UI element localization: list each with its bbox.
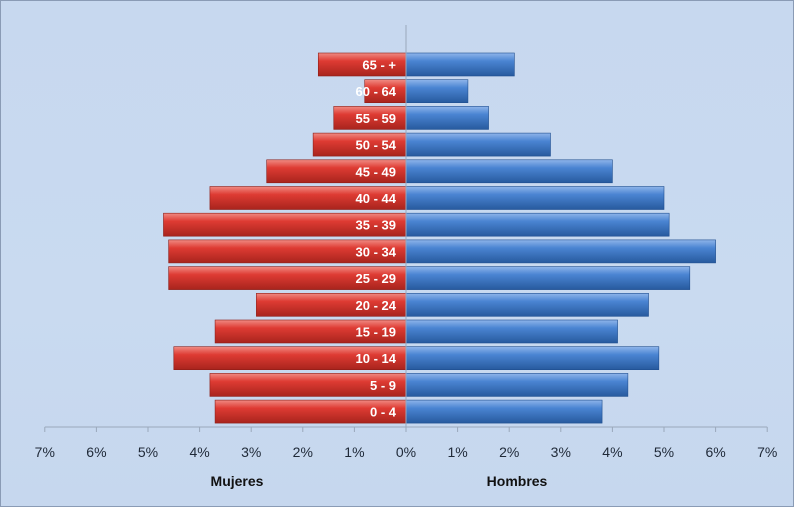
category-label: 20 - 24 [356,298,397,313]
bar-hombres-9 [405,292,649,317]
category-label: 0 - 4 [370,405,397,420]
category-label: 25 - 29 [356,271,396,286]
x-tick-label: 7% [757,444,777,460]
bar-hombres-1 [405,79,469,103]
category-label: 60 - 64 [356,84,397,99]
x-tick-label: 3% [241,444,261,460]
x-tick-label: 2% [293,444,313,460]
bar-hombres-8 [405,266,691,290]
bar-hombres-12 [405,373,629,397]
x-tick-label: 1% [344,444,364,460]
bar-hombres-6 [405,212,670,237]
bar-hombres-0 [405,52,515,77]
category-labels-group: 65 - + 60 - 64 55 - 59 50 - 54 45 - 49 40 - 4… [356,58,397,420]
category-label: 30 - 34 [356,244,397,259]
category-label: 15 - 19 [356,325,396,340]
x-axis: 7% 6% 5% 4% 3% 2% 1% 0% 1% 2% 3% 4% 5% 6% 7% [35,25,777,460]
category-label: 45 - 49 [356,164,396,179]
bar-hombres-5 [405,186,665,210]
category-label: 50 - 54 [356,138,397,153]
category-label: 65 - + [362,58,396,73]
category-label: 5 - 9 [370,378,396,393]
bar-hombres-2 [405,106,489,130]
x-tick-label: 5% [138,444,158,460]
bar-hombres-10 [405,319,618,344]
x-tick-label: 4% [602,444,622,460]
bar-hombres-11 [405,346,660,371]
side-label-right: Hombres [487,473,548,489]
side-label-left: Mujeres [211,473,264,489]
bar-hombres-4 [405,159,613,184]
bar-hombres-13 [405,399,603,424]
x-tick-label: 6% [86,444,106,460]
category-label: 55 - 59 [356,111,396,126]
bars-group [163,52,716,424]
x-tick-label: 4% [189,444,209,460]
x-tick-label: 1% [447,444,467,460]
x-tick-label: 6% [705,444,725,460]
x-tick-label: 2% [499,444,519,460]
category-label: 40 - 44 [356,191,397,206]
x-tick-label: 3% [551,444,571,460]
x-tick-label: 5% [654,444,674,460]
x-tick-label: 0% [396,444,416,460]
x-tick-label: 7% [35,444,55,460]
bar-hombres-3 [405,132,551,157]
bar-hombres-7 [405,239,716,264]
category-label: 10 - 14 [356,351,397,366]
category-label: 35 - 39 [356,218,396,233]
